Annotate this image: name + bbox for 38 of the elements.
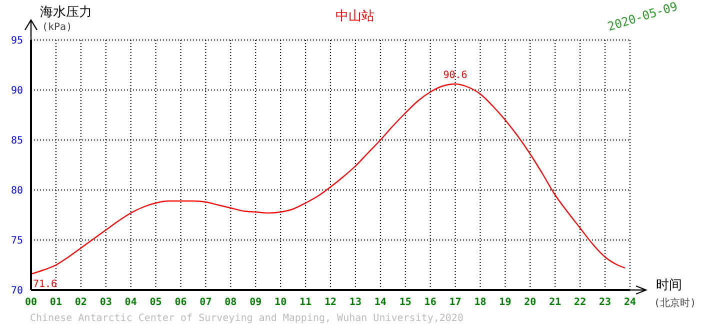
x-tick-label: 23 bbox=[599, 297, 612, 308]
x-tick-label: 19 bbox=[499, 297, 512, 308]
y-tick-label: 70 bbox=[10, 286, 23, 297]
text: Chinese Antarctic Center of Surveying and Mapping, Wuhan University,2020 bbox=[30, 313, 464, 324]
y-tick-label: 75 bbox=[10, 236, 23, 247]
x-tick-label: 03 bbox=[100, 297, 112, 308]
x-tick-label: 13 bbox=[349, 297, 362, 308]
x-tick-label: 00 bbox=[24, 297, 38, 308]
x-axis-title: 时间 (北京时) bbox=[654, 277, 696, 310]
x-tick-label: 22 bbox=[574, 297, 586, 308]
x-tick-label: 24 bbox=[624, 297, 636, 308]
x-tick-label: 21 bbox=[549, 297, 562, 308]
y-axis-title: 海水压力 (kPa) bbox=[40, 4, 92, 33]
x-tick-label: 14 bbox=[374, 297, 386, 308]
y-tick-label: 95 bbox=[10, 36, 23, 47]
x-tick-label: 02 bbox=[74, 297, 87, 308]
x-tick-label: 04 bbox=[124, 297, 137, 308]
x-tick-label: 06 bbox=[174, 297, 187, 308]
y-tick-label: 90 bbox=[10, 86, 23, 97]
x-tick-label: 20 bbox=[524, 297, 536, 308]
line-series bbox=[31, 83, 626, 275]
x-tick-label: 07 bbox=[200, 297, 212, 308]
x-tick-label: 18 bbox=[474, 297, 486, 308]
x-tick-label: 01 bbox=[50, 297, 62, 308]
x-tick-label: 09 bbox=[250, 297, 262, 308]
y-tick-label: 80 bbox=[10, 186, 23, 197]
y-tick-label: 85 bbox=[10, 136, 23, 147]
annotation: 90.6 bbox=[443, 70, 468, 81]
x-tick-label: 16 bbox=[424, 297, 436, 308]
annotation: 71.6 bbox=[32, 279, 58, 290]
x-tick-label: 11 bbox=[300, 297, 312, 308]
x-tick-label: 17 bbox=[449, 297, 462, 308]
x-tick-label: 08 bbox=[224, 297, 237, 308]
x-tick-label: 05 bbox=[150, 297, 162, 308]
chart-title: 中山站 bbox=[336, 9, 374, 24]
x-tick-label: 15 bbox=[399, 297, 412, 308]
x-tick-label: 12 bbox=[324, 297, 337, 308]
x-tick-label: 10 bbox=[274, 297, 287, 308]
